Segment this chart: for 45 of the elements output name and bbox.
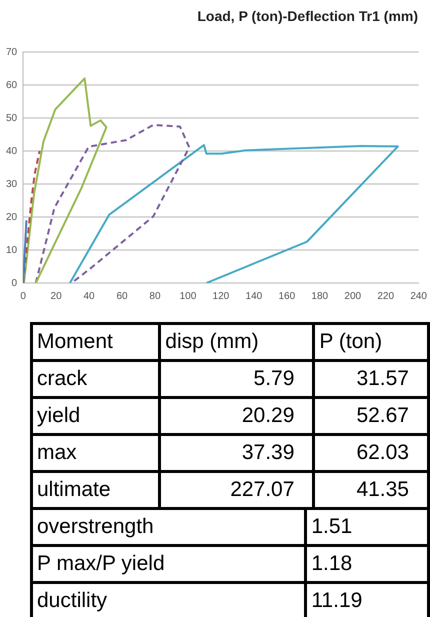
text: 41.35 (314, 472, 428, 508)
x-tick-label: 0 (20, 290, 26, 302)
text: 20.29 (160, 398, 314, 434)
x-tick-label: 180 (311, 290, 329, 302)
text: 37.39 (160, 434, 314, 472)
text: 11.19 (306, 582, 428, 617)
text: 52.67 (314, 398, 428, 434)
x-tick-label: 220 (377, 290, 394, 302)
text: crack (32, 360, 160, 398)
y-tick-label: 50 (6, 112, 18, 124)
x-tick-label: 240 (410, 290, 428, 302)
text: Moment (32, 324, 160, 360)
line-series (34, 124, 190, 283)
y-tick-label: 30 (6, 178, 18, 190)
text: 227.07 (160, 472, 314, 508)
text: 1.51 (306, 508, 428, 546)
text: P (ton) (314, 324, 428, 360)
chart-title: Load, P (ton)-Deflection Tr1 (mm) (196, 8, 418, 24)
text: ultimate (32, 472, 160, 508)
y-tick-label: 60 (6, 80, 18, 91)
text: 31.57 (314, 360, 428, 398)
text: ductility (32, 582, 306, 617)
x-tick-label: 20 (50, 290, 62, 302)
y-tick-label: 40 (6, 146, 18, 157)
x-tick-label: 160 (278, 290, 296, 302)
text: 1.18 (306, 546, 428, 582)
text: 5.79 (160, 360, 314, 398)
text: P max/P yield (32, 546, 306, 582)
text: disp (mm) (160, 324, 314, 360)
x-tick-label: 200 (344, 290, 362, 302)
text: max (32, 434, 160, 472)
y-tick-label: 70 (6, 46, 18, 58)
x-tick-label: 80 (149, 290, 161, 302)
y-tick-label: 20 (6, 212, 18, 223)
x-tick-label: 40 (83, 290, 96, 302)
x-tick-label: 60 (116, 290, 128, 302)
text: yield (32, 398, 160, 434)
y-tick-label: 0 (12, 278, 18, 289)
x-tick-label: 120 (212, 290, 230, 302)
x-tick-label: 140 (246, 290, 263, 302)
text: overstrength (32, 508, 306, 546)
line-series (23, 150, 41, 283)
text: 62.03 (314, 434, 428, 472)
y-tick-label: 10 (6, 244, 18, 256)
x-tick-label: 100 (180, 290, 197, 302)
